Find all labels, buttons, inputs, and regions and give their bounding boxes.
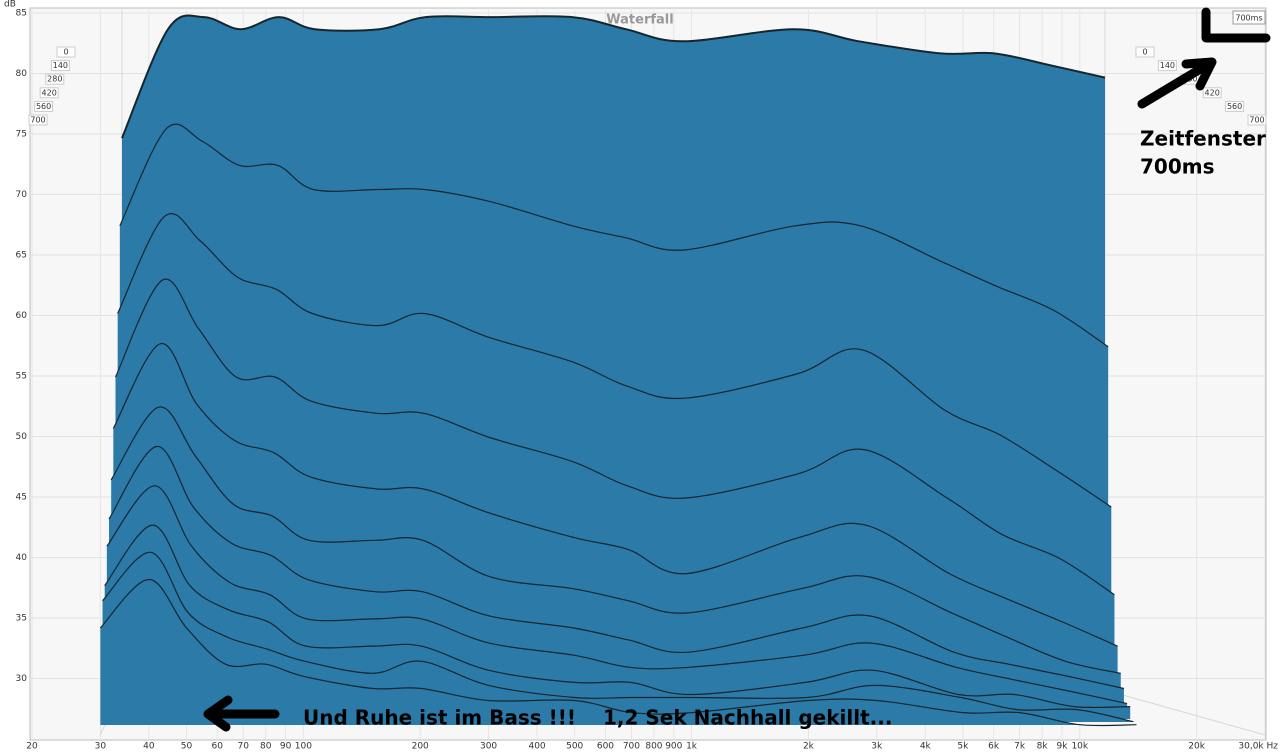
x-tick-label: 300: [480, 742, 497, 752]
y-tick-label: 65: [16, 251, 27, 261]
z-tick-box: [1135, 46, 1155, 58]
annotation: Und Ruhe ist im Bass !!!: [303, 706, 576, 730]
z-tick-label: 420: [1205, 88, 1220, 97]
x-tick-label: 9k: [1057, 742, 1069, 752]
y-tick-label: 60: [16, 311, 28, 321]
y-tick-label: 50: [16, 432, 28, 442]
x-tick-label: 100: [295, 742, 312, 752]
corner-mark: [1201, 7, 1271, 43]
x-tick-label: 80: [260, 742, 272, 752]
z-tick-label: 560: [36, 102, 51, 111]
labels: 30 35 40 45 50 55 60 65 70 75 80 85 20 30 40 50 60 70 80 90…: [16, 9, 1279, 752]
x-tick-label: 90: [280, 742, 292, 752]
time-window-label: 700ms: [1235, 14, 1262, 23]
slice-line: [108, 445, 1125, 690]
x-tick-label: 40: [143, 742, 155, 752]
arrows: [203, 7, 1271, 732]
slice-line: [106, 485, 1128, 705]
x-tick-label: 1k: [686, 742, 698, 752]
x-tick-label: 900: [665, 742, 682, 752]
slice-line: [104, 524, 1131, 709]
z-tick-box: [1157, 60, 1177, 72]
x-tick-label: 7k: [1014, 742, 1026, 752]
z-tick-box: [56, 46, 76, 58]
y-tick-label: 75: [16, 130, 27, 140]
z-tick-label: 140: [53, 61, 68, 70]
x-tick-label: 200: [412, 742, 429, 752]
y-tick-label: 30: [16, 674, 28, 684]
z-tick-label: 420: [42, 88, 57, 97]
annotation: Zeitfenster: [1140, 127, 1266, 151]
floor-edge: [1104, 689, 1266, 736]
z-tick-label: 0: [1142, 48, 1147, 57]
y-tick-label: 80: [16, 69, 28, 79]
y-axis-unit: dB: [4, 0, 16, 10]
x-tick-label: 500: [566, 742, 583, 752]
y-tick-label: 40: [16, 553, 28, 563]
x-tick-label: 60: [211, 742, 223, 752]
slice-line: [114, 278, 1115, 596]
slice-line: [119, 123, 1109, 348]
z-tick-label: 700: [1249, 116, 1264, 125]
x-tick-label: 6k: [988, 742, 1000, 752]
slice-line: [99, 578, 1137, 727]
arrow: [1137, 57, 1217, 109]
z-tick-label: 0: [63, 48, 68, 57]
x-tick-label: 800: [645, 742, 662, 752]
x-tick-label: 3k: [871, 742, 883, 752]
z-tick-box: [34, 100, 54, 112]
time-window-box: [1232, 10, 1266, 25]
x-tick-label: 4k: [920, 742, 932, 752]
slice-fill: [100, 579, 1137, 726]
y-tick-label: 55: [16, 372, 27, 382]
x-tick-label: 400: [528, 742, 545, 752]
x-tick-label: 8k: [1037, 742, 1049, 752]
slice-line: [121, 14, 1106, 139]
z-tick-box: [45, 73, 65, 85]
y-tick-label: 45: [16, 493, 27, 503]
x-tick-label: 600: [597, 742, 614, 752]
annotation: 700ms: [1140, 155, 1215, 179]
x-tick-label: 30,0k Hz: [1238, 742, 1278, 752]
x-tick-label: 50: [181, 742, 193, 752]
y-tick-label: 70: [16, 190, 28, 200]
y-tick-label: 35: [16, 614, 27, 624]
z-tick-label: 700: [30, 116, 45, 125]
x-tick-label: 10k: [1071, 742, 1088, 752]
x-tick-label: 20k: [1188, 742, 1205, 752]
z-tick-box: [1202, 87, 1222, 99]
y-tick-label: 85: [16, 9, 27, 19]
x-tick-label: 700: [623, 742, 640, 752]
x-tick-label: 5k: [957, 742, 969, 752]
z-tick-box: [28, 114, 48, 126]
z-tick-box: [1225, 100, 1245, 112]
z-tick-label: 140: [1160, 61, 1175, 70]
x-tick-label: 70: [237, 742, 249, 752]
x-tick-label: 20: [26, 742, 38, 752]
slice-line: [117, 213, 1112, 508]
annotation: 1,2 Sek Nachhall gekillt...: [603, 706, 892, 730]
arrow: [203, 695, 280, 732]
slice-fill: [102, 552, 1134, 722]
z-tick-box: [1247, 114, 1267, 126]
x-tick-label: 2k: [803, 742, 815, 752]
slice-line: [110, 406, 1121, 674]
slices: [99, 14, 1137, 727]
slice-line: [112, 343, 1118, 647]
chart-title: Waterfall: [606, 13, 673, 28]
z-tick-label: 560: [1227, 102, 1242, 111]
z-tick-box: [50, 60, 70, 72]
z-tick-box: [39, 87, 59, 99]
slice-line: [102, 551, 1134, 723]
z-tick-label: 280: [47, 75, 62, 84]
x-tick-label: 30: [95, 742, 107, 752]
